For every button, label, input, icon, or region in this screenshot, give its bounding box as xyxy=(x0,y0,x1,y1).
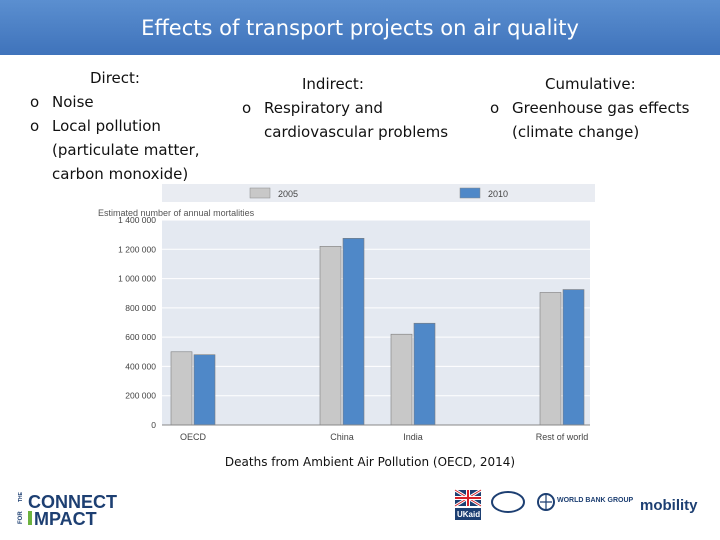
plot-area xyxy=(162,220,590,425)
wbg-text: WORLD BANK GROUP xyxy=(557,497,634,504)
direct-list: o Noise o Local pollution (particulate mat… xyxy=(30,90,230,186)
impact-i-bar xyxy=(28,511,32,525)
direct-effects-column: Direct: o Noise o Local pollution (particu… xyxy=(30,66,230,186)
y-tick-label: 1 200 000 xyxy=(118,244,156,254)
swoosh-icon xyxy=(491,491,525,513)
chart-caption: Deaths from Ambient Air Pollution (OECD,… xyxy=(224,455,516,469)
list-item: o Greenhouse gas effects (climate change) xyxy=(490,96,715,144)
y-tick-label: 200 000 xyxy=(125,391,156,401)
indirect-heading: Indirect: xyxy=(302,75,364,93)
y-tick-label: 600 000 xyxy=(125,332,156,342)
ppiaf-logo xyxy=(491,491,525,513)
logo-connect-text: CONNECT xyxy=(28,492,117,512)
bar-oecd-2010 xyxy=(193,354,216,426)
legend-band xyxy=(162,184,595,202)
bar-china-2010 xyxy=(342,238,365,426)
logo-the-text: THE xyxy=(18,491,24,502)
mobility-text: mobility xyxy=(640,497,698,514)
x-tick-label: Rest of world xyxy=(536,432,589,442)
legend-swatch-2010 xyxy=(459,187,481,199)
bullet-icon: o xyxy=(242,99,252,117)
bar-india-2010 xyxy=(413,322,436,426)
bar-rest-of-world-2005 xyxy=(539,292,562,426)
legend-label-2010: 2010 xyxy=(488,189,508,199)
direct-heading: Direct: xyxy=(90,69,140,87)
y-axis-title: Estimated number of annual mortalities xyxy=(98,208,255,218)
bullet-icon: o xyxy=(30,117,40,135)
cumulative-list: o Greenhouse gas effects (climate change) xyxy=(490,96,715,144)
indirect-list: o Respiratory and cardiovascular problems xyxy=(242,96,472,144)
bar-china-2005 xyxy=(319,246,342,426)
bar-oecd-2005 xyxy=(170,351,193,426)
footer-logos: THE CONNECT FOR MPACT UKaid WORLD BANK G… xyxy=(18,488,698,529)
world-bank-group-logo: WORLD BANK GROUP xyxy=(537,493,634,511)
x-tick-label: OECD xyxy=(180,432,207,442)
y-tick-label: 1 400 000 xyxy=(118,215,156,225)
connect-for-impact-logo: THE CONNECT FOR MPACT xyxy=(18,491,117,529)
logo-impact-text: MPACT xyxy=(34,509,97,529)
legend-label-2005: 2005 xyxy=(278,189,298,199)
y-tick-label: 800 000 xyxy=(125,303,156,313)
bar-india-2005 xyxy=(390,333,413,426)
list-item: o Respiratory and cardiovascular problems xyxy=(242,96,472,144)
y-tick-label: 0 xyxy=(151,420,156,430)
ukaid-text: UKaid xyxy=(457,510,480,519)
list-item: o Noise xyxy=(30,90,230,114)
page-title: Effects of transport projects on air qua… xyxy=(141,15,579,40)
title-bar: Effects of transport projects on air qua… xyxy=(0,0,720,55)
bullet-icon: o xyxy=(490,99,500,117)
list-item: o Local pollution (particulate matter, ca… xyxy=(30,114,230,186)
x-tick-label: India xyxy=(403,432,423,442)
sustainable-mobility-logo: mobility xyxy=(640,497,698,514)
x-tick-label: China xyxy=(330,432,354,442)
y-tick-label: 1 000 000 xyxy=(118,274,156,284)
cumulative-heading: Cumulative: xyxy=(545,75,636,93)
indirect-effects-column: Indirect: o Respiratory and cardiovascula… xyxy=(242,72,472,144)
ukaid-logo: UKaid xyxy=(454,488,482,520)
logo-for-text: FOR xyxy=(18,511,24,524)
bullet-icon: o xyxy=(30,93,40,111)
mortality-bar-chart: 2005 2010 Estimated number of annual morta… xyxy=(98,184,595,442)
legend-swatch-2005 xyxy=(249,187,271,199)
cumulative-effects-column: Cumulative: o Greenhouse gas effects (cli… xyxy=(490,72,715,144)
bar-rest-of-world-2010 xyxy=(562,289,585,426)
y-tick-label: 400 000 xyxy=(125,361,156,371)
